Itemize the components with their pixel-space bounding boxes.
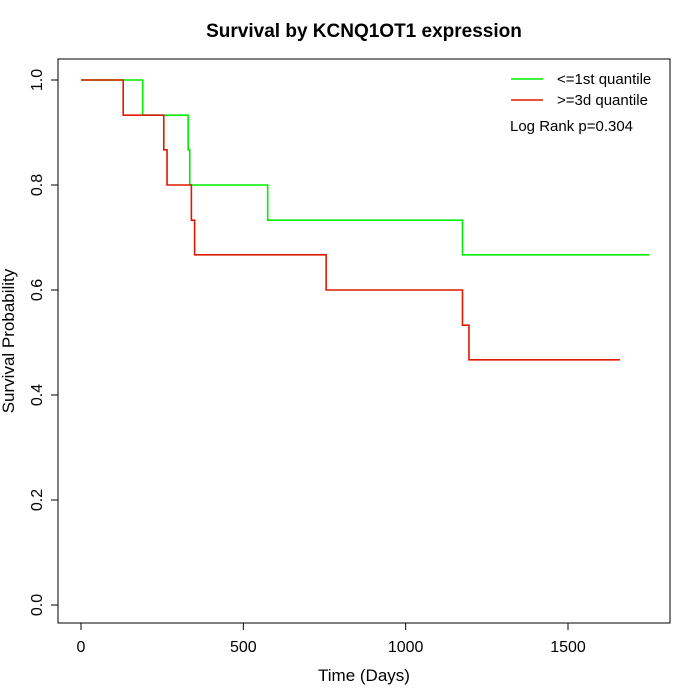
y-tick-label: 0.4: [29, 384, 46, 406]
legend: <=1st quantile >=3d quantile: [511, 71, 651, 109]
y-tick-label: 1.0: [29, 69, 46, 91]
x-tick-label: 1500: [550, 639, 586, 656]
plot-frame: [57, 58, 671, 624]
y-tick-label: 0.0: [29, 594, 46, 616]
survival-curve-series-2: [81, 79, 620, 361]
x-tick-label: 1000: [388, 639, 424, 656]
y-axis-label: Survival Probability: [0, 268, 18, 413]
x-tick-label: 0: [77, 639, 86, 656]
y-tick-label: 0.8: [29, 174, 46, 196]
x-axis-label: Time (Days): [318, 666, 410, 685]
legend-label: <=1st quantile: [557, 71, 651, 88]
y-axis: 0.0 0.2 0.4 0.6 0.8 1.0: [29, 69, 59, 616]
y-tick-label: 0.6: [29, 279, 46, 301]
x-axis: 0 500 1000 1500: [77, 622, 586, 656]
x-tick-label: 500: [230, 639, 257, 656]
legend-label: >=3d quantile: [557, 92, 648, 109]
chart-title: Survival by KCNQ1OT1 expression: [206, 21, 522, 42]
survival-curves: [81, 79, 650, 361]
y-tick-label: 0.2: [29, 489, 46, 511]
survival-curve-series-1: [81, 79, 650, 256]
log-rank-annotation: Log Rank p=0.304: [510, 118, 633, 135]
